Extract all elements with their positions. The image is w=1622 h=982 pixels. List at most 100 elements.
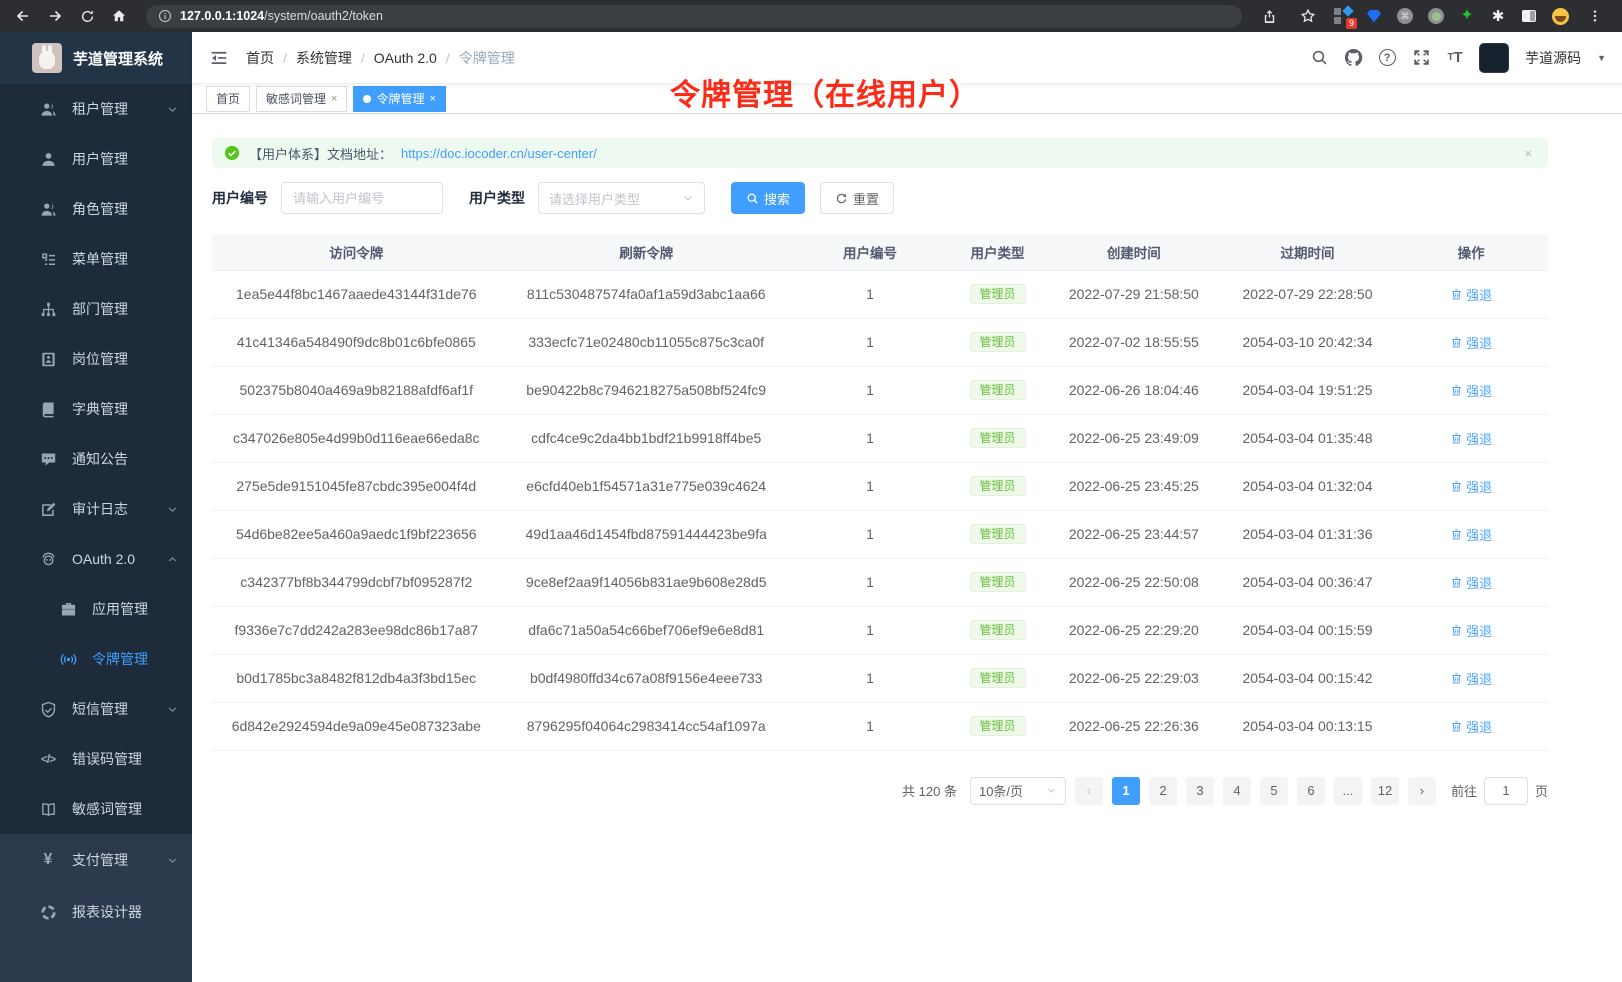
bookmark-star-icon[interactable]: [1295, 3, 1321, 29]
alert-close-icon[interactable]: ×: [1524, 145, 1532, 161]
sidebar-item-岗位管理[interactable]: 岗位管理: [0, 334, 192, 384]
sidebar-item-label: 岗位管理: [72, 351, 128, 367]
page-button-6[interactable]: 6: [1296, 776, 1325, 805]
force-logout-button[interactable]: 强退: [1450, 621, 1492, 640]
caret-down-icon[interactable]: ▼: [1597, 52, 1606, 63]
action-cell: 强退: [1394, 510, 1548, 559]
help-icon[interactable]: ?: [1377, 48, 1397, 68]
close-icon[interactable]: ×: [429, 92, 436, 105]
page-button-1[interactable]: 1: [1111, 776, 1140, 805]
next-page-button[interactable]: ›: [1407, 776, 1436, 805]
page-button-5[interactable]: 5: [1259, 776, 1288, 805]
user-type-select[interactable]: 请选择用户类型: [538, 182, 705, 214]
refresh-icon: [836, 193, 847, 203]
sidebar-item-租户管理[interactable]: 租户管理: [0, 84, 192, 134]
sidebar-item-应用管理[interactable]: 应用管理: [0, 584, 192, 634]
menu-dots-icon[interactable]: [1582, 3, 1608, 29]
green-dot-icon[interactable]: [1427, 7, 1445, 25]
sidebar-item-label: 通知公告: [72, 451, 128, 467]
close-icon[interactable]: ×: [331, 92, 338, 105]
column-header-刷新令牌: 刷新令牌: [500, 234, 792, 271]
access-token-cell: c342377bf8b344799dcbf7bf095287f2: [212, 558, 501, 607]
sidebar-item-报表设计器[interactable]: 报表设计器: [0, 886, 192, 938]
user-id-cell: 1: [791, 270, 949, 319]
user-type-cell: 管理员: [948, 606, 1047, 655]
breadcrumb-item: 令牌管理: [458, 49, 515, 66]
fullscreen-icon[interactable]: [1411, 48, 1431, 68]
sidebar-fold-icon[interactable]: [208, 47, 230, 69]
username[interactable]: 芋道源码: [1525, 49, 1582, 66]
user-id-cell: 1: [791, 654, 949, 703]
search-icon[interactable]: [1309, 48, 1329, 68]
github-icon[interactable]: [1343, 48, 1363, 68]
sidebar-item-角色管理[interactable]: 角色管理: [0, 184, 192, 234]
sidebar-item-短信管理[interactable]: 短信管理: [0, 684, 192, 734]
sidebar-item-错误码管理[interactable]: </> 错误码管理: [0, 734, 192, 784]
table-row: 41c41346a548490f9dc8b01c6bfe0865 333ecfc7…: [212, 318, 1548, 367]
tab-令牌管理[interactable]: 令牌管理 ×: [353, 85, 446, 112]
goto-page-input[interactable]: [1483, 776, 1528, 805]
role-icon: [39, 200, 57, 218]
sidebar-item-敏感词管理[interactable]: 敏感词管理: [0, 784, 192, 834]
trash-icon: [1450, 336, 1463, 349]
force-logout-button[interactable]: 强退: [1450, 381, 1492, 400]
page-size-select[interactable]: 10条/页: [969, 776, 1066, 805]
user-id-cell: 1: [791, 318, 949, 367]
sidebar-logo-header[interactable]: 芋道管理系统: [0, 32, 192, 84]
force-logout-button[interactable]: 强退: [1450, 477, 1492, 496]
green-star-icon[interactable]: ✦: [1460, 7, 1474, 24]
page-button-3[interactable]: 3: [1185, 776, 1214, 805]
gem-icon[interactable]: [1365, 7, 1383, 25]
reset-button[interactable]: 重置: [820, 182, 895, 214]
user-id-input[interactable]: [281, 182, 443, 214]
back-icon[interactable]: [10, 3, 36, 29]
breadcrumb-item[interactable]: 系统管理: [295, 49, 352, 66]
trash-icon: [1450, 528, 1463, 541]
forward-icon[interactable]: [42, 3, 68, 29]
sidebar-item-令牌管理[interactable]: 令牌管理: [0, 634, 192, 684]
code-icon: </>: [40, 752, 56, 766]
breadcrumb-item[interactable]: 首页: [246, 49, 274, 66]
prev-page-button[interactable]: ‹: [1074, 776, 1103, 805]
sidebar-item-菜单管理[interactable]: 菜单管理: [0, 234, 192, 284]
force-logout-button[interactable]: 强退: [1450, 525, 1492, 544]
command-circle-icon[interactable]: ⌘: [1396, 7, 1414, 25]
tab-敏感词管理[interactable]: 敏感词管理 ×: [256, 85, 348, 112]
side-panel-icon[interactable]: [1520, 7, 1538, 25]
sidebar-item-审计日志[interactable]: 审计日志: [0, 484, 192, 534]
emoji-avatar-icon[interactable]: [1551, 7, 1569, 25]
page-ellipsis[interactable]: ...: [1333, 776, 1362, 805]
extension-grid-icon[interactable]: 9: [1334, 5, 1357, 29]
sidebar-item-通知公告[interactable]: 通知公告: [0, 434, 192, 484]
sidebar-item-部门管理[interactable]: 部门管理: [0, 284, 192, 334]
force-logout-button[interactable]: 强退: [1450, 717, 1492, 736]
force-logout-button[interactable]: 强退: [1450, 429, 1492, 448]
page-button-12[interactable]: 12: [1370, 776, 1399, 805]
trash-icon: [1450, 672, 1463, 685]
access-token-cell: 1ea5e44f8bc1467aaede43144f31de76: [212, 270, 501, 319]
sidebar-item-字典管理[interactable]: 字典管理: [0, 384, 192, 434]
alert-doc-link[interactable]: https://doc.iocoder.cn/user-center/: [401, 145, 597, 161]
share-icon[interactable]: [1256, 3, 1282, 29]
sidebar-item-OAuth 2.0[interactable]: OAuth 2.0: [0, 534, 192, 584]
tab-首页[interactable]: 首页: [206, 85, 251, 112]
page-button-2[interactable]: 2: [1148, 776, 1177, 805]
search-button[interactable]: 搜索: [731, 182, 806, 214]
force-logout-button[interactable]: 强退: [1450, 285, 1492, 304]
url-text: 127.0.0.1:1024/system/oauth2/token: [180, 9, 383, 23]
force-logout-button[interactable]: 强退: [1450, 669, 1492, 688]
force-logout-button[interactable]: 强退: [1450, 573, 1492, 592]
reload-icon[interactable]: [74, 3, 100, 29]
breadcrumb-item[interactable]: OAuth 2.0: [373, 49, 437, 66]
expires-at-cell: 2054-03-04 01:31:36: [1220, 510, 1395, 559]
white-blob-icon[interactable]: ✱: [1491, 7, 1505, 25]
home-icon[interactable]: [106, 3, 132, 29]
page-button-4[interactable]: 4: [1222, 776, 1251, 805]
sidebar-item-label: 报表设计器: [72, 904, 142, 920]
avatar[interactable]: [1479, 42, 1510, 73]
force-logout-button[interactable]: 强退: [1450, 333, 1492, 352]
url-bar[interactable]: 127.0.0.1:1024/system/oauth2/token: [146, 4, 1242, 28]
sidebar-item-用户管理[interactable]: 用户管理: [0, 134, 192, 184]
sidebar-item-支付管理[interactable]: ¥ 支付管理: [0, 834, 192, 886]
